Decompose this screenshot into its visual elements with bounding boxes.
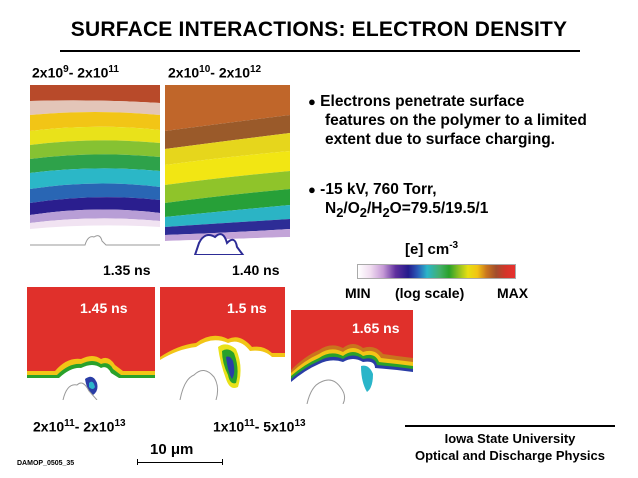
title-underline xyxy=(60,50,580,52)
bullet-dot-icon: ● xyxy=(308,182,316,197)
range-label-bottom-left: 2x1011- 2x1013 xyxy=(33,418,126,435)
page-title: SURFACE INTERACTIONS: ELECTRON DENSITY xyxy=(70,18,568,41)
density-panel-1-40ns xyxy=(165,85,290,255)
affiliation-rule xyxy=(405,425,615,427)
density-panel-1-45ns xyxy=(27,287,155,400)
range-label-bottom-right: 1x1011- 5x1013 xyxy=(213,418,306,435)
range-label-top-left: 2x109- 2x1011 xyxy=(32,64,119,81)
time-label-5: 1.65 ns xyxy=(352,320,400,336)
density-panel-1-35ns xyxy=(30,85,160,255)
scale-bar-label: 10 μm xyxy=(150,441,194,458)
range-label-top-right: 2x1010- 2x1012 xyxy=(168,64,262,81)
affiliation-line-2: Optical and Discharge Physics xyxy=(414,448,606,463)
scale-bar xyxy=(137,462,223,463)
colorbar-max-label: MAX xyxy=(497,285,529,301)
scale-bar-tick-right xyxy=(222,459,223,465)
bullet-1: ● Electrons penetrate surface features o… xyxy=(308,93,587,148)
time-label-1: 1.35 ns xyxy=(103,262,151,278)
slide-code: DAMOP_0505_35 xyxy=(17,460,75,467)
colorbar-min-label: MIN xyxy=(345,285,371,301)
colorbar-scale-label: (log scale) xyxy=(395,285,465,301)
density-panel-1-5ns xyxy=(160,287,285,400)
bullet-dot-icon: ● xyxy=(308,94,316,109)
colorbar-title: [e] cm-3 xyxy=(405,240,459,258)
colorbar xyxy=(357,264,516,279)
scale-bar-tick-left xyxy=(137,459,138,465)
density-panel-1-65ns xyxy=(291,310,413,404)
time-label-3: 1.45 ns xyxy=(80,300,128,316)
time-label-4: 1.5 ns xyxy=(227,300,267,316)
time-label-2: 1.40 ns xyxy=(232,262,280,278)
affiliation-line-1: Iowa State University xyxy=(444,431,576,446)
bullet-2: ● -15 kV, 760 Torr, N2/O2/H2O=79.5/19.5/… xyxy=(308,181,489,221)
